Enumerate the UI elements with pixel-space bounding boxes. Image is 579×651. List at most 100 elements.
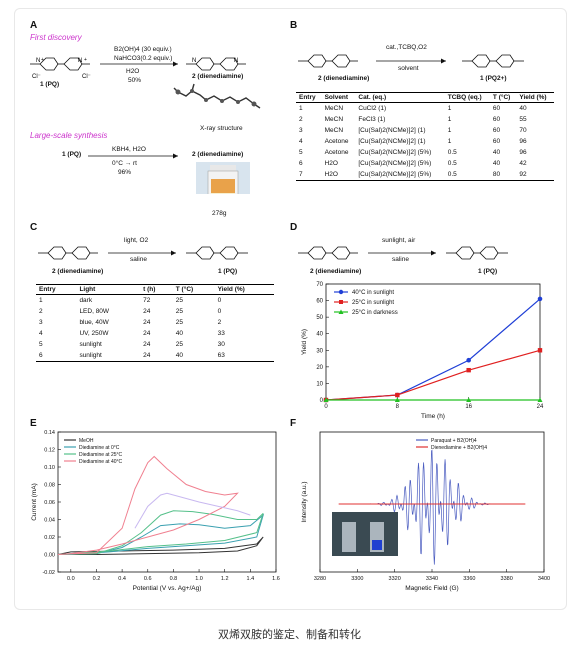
y-tick-label: 70 <box>316 282 323 288</box>
b-solvent: solvent <box>398 65 419 72</box>
table-row: 4 Acetone [Cu(Sal)2(NCMe)]2] (1) 1 60 96 <box>296 136 554 147</box>
table-row: 5 Acetone [Cu(Sal)2(NCMe)]2] (5%) 0.5 40 96 <box>296 147 554 158</box>
data-point <box>394 397 400 402</box>
y-tick-label: 20 <box>316 365 323 371</box>
table-cell: 24 <box>143 308 151 315</box>
x-tick-label: 0.2 <box>93 576 101 582</box>
table-cell: 25 <box>175 319 184 326</box>
table-cell: [Cu(Sal)2(NCMe)]2] (1) <box>358 138 426 145</box>
table-cell: 6 <box>299 160 303 167</box>
table-cell: 60 <box>492 127 501 134</box>
table-cell: 25 <box>175 308 184 315</box>
svg-text:Cl⁻: Cl⁻ <box>32 74 41 80</box>
y-axis-label: Current (mA) <box>31 483 38 521</box>
x-tick-label: 0.8 <box>170 576 178 582</box>
y-tick-label: 0 <box>320 398 324 404</box>
y-axis-label: Intensity (a.u.) <box>301 481 308 522</box>
table-cell: Acetone <box>324 138 349 145</box>
table-cell: 40 <box>175 352 184 359</box>
a-dd-label: 2 (dienediamine) <box>192 73 244 80</box>
cv-curve <box>57 455 239 555</box>
data-point <box>537 296 543 302</box>
table-cell: sunlight <box>79 341 102 348</box>
x-tick-label: 8 <box>396 404 400 410</box>
a-mass: 278g <box>212 210 227 217</box>
table-cell: UV, 250W <box>79 330 109 337</box>
panel-c-table: Entry Light t (h) T (°C) Yield (%) 1 dark 72 25… <box>36 284 274 362</box>
x-tick-label: 3360 <box>463 576 475 582</box>
y-tick-label: 0.12 <box>44 448 55 454</box>
legend-label: 25°C in darkness <box>352 310 398 316</box>
table-cell: 60 <box>492 138 501 145</box>
panel-d-chart: 0 10 20 30 40 50 60 70 0 8 16 24 Time (h) Yield (%) 40… <box>301 282 544 420</box>
table-cell: Acetone <box>324 149 349 156</box>
table-cell: 72 <box>143 297 151 304</box>
panel-e-label: E <box>30 418 37 429</box>
cv-curve <box>57 513 265 555</box>
table-cell: 80 <box>492 171 501 178</box>
a-ls-reagent: KBH4, H2O <box>112 146 146 153</box>
table-cell: 0.5 <box>447 160 457 167</box>
table-header: Cat. (eq.) <box>355 92 445 103</box>
table-cell: 25 <box>175 341 184 348</box>
table-cell: 92 <box>519 171 527 178</box>
dienediamine-structure <box>186 57 246 71</box>
svg-text:+: + <box>84 57 87 63</box>
table-cell: 96 <box>519 138 527 145</box>
a-ls-cond: 0°C → rt <box>112 160 137 167</box>
table-cell: 0.5 <box>447 171 457 178</box>
legend-label: Dienediamine + B2(OH)4 <box>431 445 487 451</box>
cv-curve <box>57 510 264 555</box>
table-row: 2 LED, 80W 24 25 0 <box>36 306 274 317</box>
table-cell: 2 <box>299 116 303 123</box>
table-cell: 96 <box>519 149 527 156</box>
y-tick-label: 0.04 <box>44 518 55 524</box>
table-cell: [Cu(Sal)2(NCMe)]2] (5%) <box>358 171 432 178</box>
x-tick-label: 3340 <box>426 576 438 582</box>
x-tick-label: 0.0 <box>67 576 75 582</box>
table-cell: 0.5 <box>447 149 457 156</box>
table-cell: 24 <box>143 352 151 359</box>
table-header: t (h) <box>140 284 173 295</box>
table-header: TCBQ (eq.) <box>444 92 490 103</box>
svg-text:+: + <box>41 57 44 63</box>
table-cell: [Cu(Sal)2(NCMe)]2] (5%) <box>358 160 432 167</box>
a-pq-label: 1 (PQ) <box>40 81 60 88</box>
legend-label: Diediamine at 25°C <box>79 452 123 458</box>
legend-label: 25°C in sunlight <box>352 300 394 306</box>
svg-text:N: N <box>78 58 82 64</box>
d-dd-label: 2 (dienediamine) <box>310 268 362 275</box>
table-cell: H2O <box>324 171 338 178</box>
pq-structure <box>30 57 90 71</box>
a-reagent-3: H2O <box>126 68 140 75</box>
table-header: T (°C) <box>489 92 517 103</box>
blue-solution <box>372 540 382 550</box>
table-header: Light <box>76 284 141 295</box>
table-cell: blue, 40W <box>79 319 109 326</box>
y-tick-label: -0.02 <box>42 570 55 576</box>
d-solvent: saline <box>392 256 409 263</box>
x-tick-label: 3380 <box>501 576 513 582</box>
y-tick-label: 60 <box>316 299 323 305</box>
table-cell: 30 <box>217 341 225 348</box>
cv-curve <box>134 492 251 529</box>
x-tick-label: 0.4 <box>118 576 126 582</box>
table-cell: 4 <box>299 138 303 145</box>
table-cell: MeCN <box>324 127 344 134</box>
table-cell: 60 <box>492 116 501 123</box>
x-tick-label: 0 <box>324 404 328 410</box>
legend-label: Paraquat + B2(OH)4 <box>431 438 477 444</box>
y-tick-label: 0.02 <box>44 535 55 541</box>
table-cell: 5 <box>39 341 43 348</box>
x-axis-label: Potential (V vs. Ag+/Ag) <box>133 585 202 592</box>
table-cell: 40 <box>492 149 501 156</box>
figure-card <box>14 8 567 610</box>
panel-b-table: Entry Solvent Cat. (eq.) TCBQ (eq.) T (°C) Yi… <box>296 92 554 181</box>
table-cell: 1 <box>447 105 452 112</box>
bottle-photo <box>196 162 250 194</box>
table-cell: MeCN <box>324 116 344 123</box>
a-reagent-2: NaHCO3(0.2 equiv.) <box>114 55 173 62</box>
y-tick-label: 50 <box>316 315 323 321</box>
table-header: T (°C) <box>172 284 215 295</box>
c-solvent: saline <box>130 256 147 263</box>
